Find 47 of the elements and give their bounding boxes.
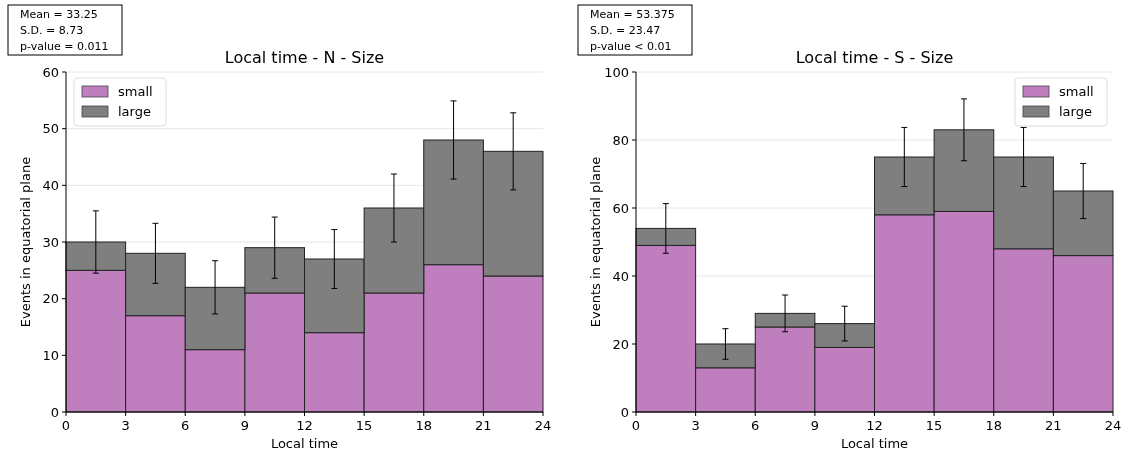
x-tick-label: 9 [810,418,820,433]
x-tick-label: 3 [121,418,130,433]
x-tick-label: 3 [691,418,700,433]
text: p-value = 0.011 [20,40,109,53]
x-tick-label: 12 [866,418,883,433]
text: Mean = 33.25 [20,8,98,21]
x-tick-label: 18 [985,418,1003,433]
y-tick-label: 40 [42,177,59,193]
x-tick-label: 18 [415,418,433,433]
y-tick-label: 30 [42,234,59,250]
x-tick-label: 6 [181,418,190,433]
y-tick-label: 0 [50,404,59,420]
x-tick-label: 24 [1104,418,1121,433]
x-tick-label: 0 [61,418,71,433]
x-tick-label: 12 [296,418,313,433]
y-tick-label: 10 [42,347,59,363]
y-tick-label: 80 [612,132,629,148]
y-tick-label: 0 [620,404,629,420]
y-tick-label: 20 [42,291,59,307]
text: S.D. = 23.47 [590,24,661,37]
y-tick-label: 40 [612,268,629,284]
legend-label: large [1059,104,1092,119]
y-tick-label: 60 [612,200,629,216]
legend-label: large [118,104,151,119]
x-tick-label: 21 [475,418,492,433]
y-axis-title: Events in equatorial plane [18,156,33,328]
x-tick-label: 24 [534,418,552,433]
chart-title: Local time - N - Size [224,48,385,67]
text: S.D. = 8.73 [20,24,84,37]
x-tick-label: 6 [751,418,760,433]
legend-label: small [1059,84,1094,99]
legend-label: small [118,84,153,99]
x-tick-label: 21 [1045,418,1062,433]
text: Mean = 53.375 [590,8,675,21]
chart-title: Local time - S - Size [795,48,954,67]
text: p-value < 0.01 [590,40,672,53]
y-tick-label: 50 [42,121,59,137]
x-tick-label: 0 [631,418,641,433]
y-axis-title: Events in equatorial plane [588,156,603,328]
x-tick-label: 15 [925,418,943,433]
x-axis-title: Local time [840,436,909,451]
x-tick-label: 9 [240,418,250,433]
y-tick-label: 100 [604,64,629,80]
y-tick-label: 20 [612,336,629,352]
x-axis-title: Local time [270,436,339,451]
y-tick-label: 60 [42,64,59,80]
x-tick-label: 15 [355,418,373,433]
